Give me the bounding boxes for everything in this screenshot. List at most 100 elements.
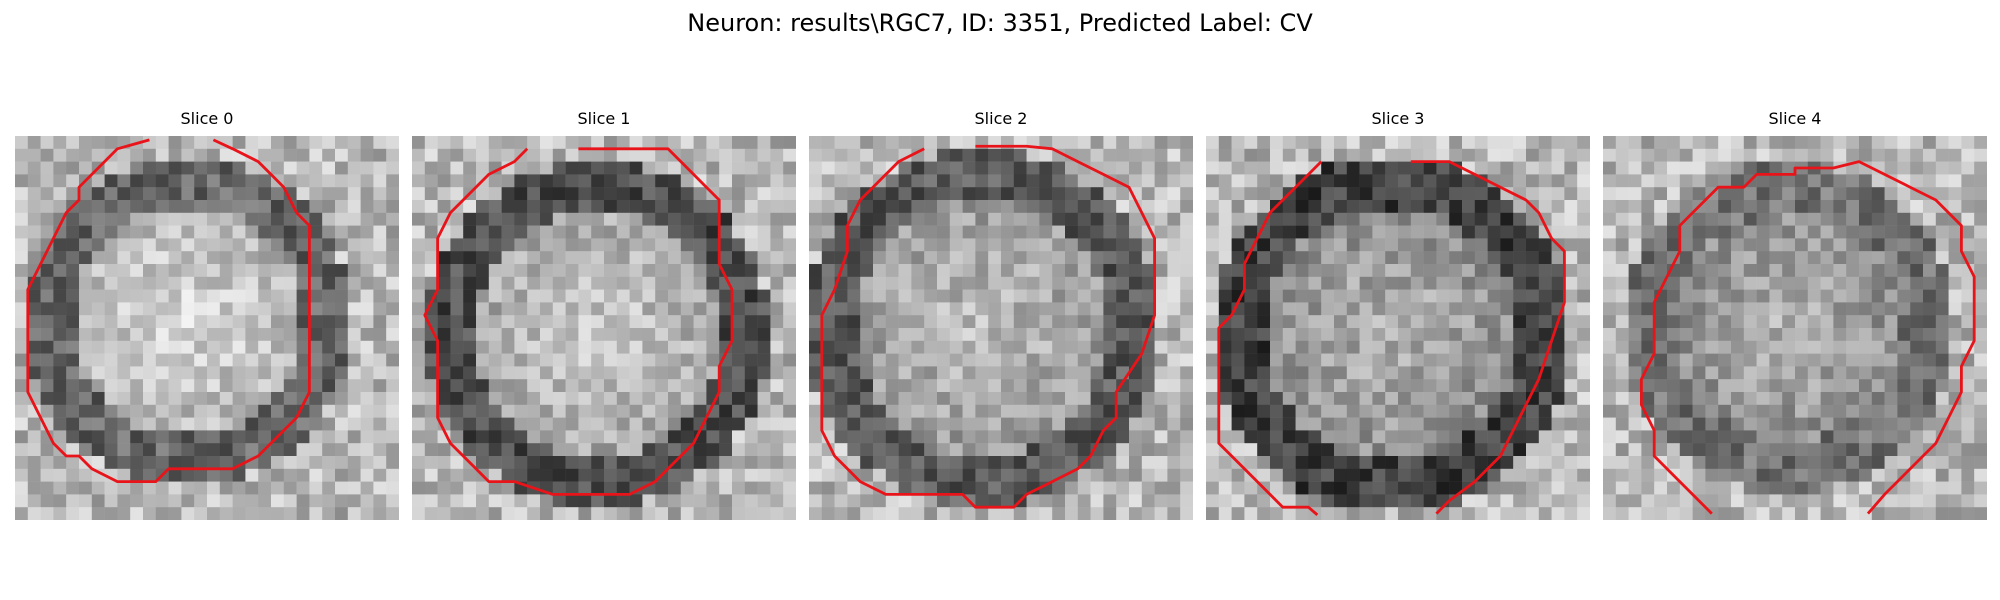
image-pixel (27, 340, 41, 354)
image-pixel (1948, 328, 1962, 342)
image-pixel (1462, 289, 1476, 303)
image-pixel (1654, 404, 1668, 418)
image-pixel (1782, 481, 1796, 495)
image-pixel (1103, 251, 1117, 265)
image-pixel (719, 366, 733, 380)
image-pixel (1436, 225, 1450, 239)
image-pixel (732, 161, 746, 175)
image-pixel (1948, 379, 1962, 393)
image-pixel (1718, 212, 1732, 226)
image-pixel (1782, 494, 1796, 508)
image-pixel (1948, 468, 1962, 482)
image-pixel (245, 328, 259, 342)
image-pixel (1628, 212, 1642, 226)
image-pixel (988, 251, 1002, 265)
image-pixel (860, 161, 874, 175)
image-pixel (655, 328, 669, 342)
image-pixel (207, 481, 221, 495)
image-pixel (1129, 238, 1143, 252)
image-pixel (988, 340, 1002, 354)
image-pixel (1820, 251, 1834, 265)
image-pixel (1462, 136, 1476, 150)
image-pixel (1052, 456, 1066, 470)
image-pixel (1935, 392, 1949, 406)
image-pixel (1526, 264, 1540, 278)
image-pixel (1551, 379, 1565, 393)
image-pixel (168, 392, 182, 406)
image-pixel (565, 225, 579, 239)
image-pixel (1013, 212, 1027, 226)
image-pixel (424, 353, 438, 367)
image-pixel (1807, 404, 1821, 418)
image-pixel (130, 340, 144, 354)
image-pixel (258, 187, 272, 201)
image-pixel (885, 507, 899, 520)
image-pixel (1667, 161, 1681, 175)
image-pixel (1052, 353, 1066, 367)
image-pixel (1116, 430, 1130, 444)
image-pixel (706, 264, 720, 278)
image-pixel (1782, 443, 1796, 457)
image-pixel (783, 417, 796, 431)
image-pixel (1756, 251, 1770, 265)
image-pixel (1884, 225, 1898, 239)
image-pixel (821, 404, 835, 418)
image-pixel (1052, 392, 1066, 406)
image-pixel (821, 481, 835, 495)
image-pixel (1257, 417, 1271, 431)
image-pixel (1001, 276, 1015, 290)
image-pixel (873, 507, 887, 520)
image-pixel (1410, 353, 1424, 367)
image-pixel (347, 366, 361, 380)
image-pixel (168, 174, 182, 188)
image-pixel (463, 251, 477, 265)
image-pixel (91, 264, 105, 278)
image-pixel (668, 238, 682, 252)
image-pixel (1103, 200, 1117, 214)
image-pixel (1935, 456, 1949, 470)
image-pixel (40, 507, 54, 520)
image-pixel (1154, 187, 1168, 201)
image-pixel (719, 251, 733, 265)
image-pixel (53, 200, 67, 214)
image-pixel (885, 238, 899, 252)
image-pixel (1077, 417, 1091, 431)
image-pixel (1538, 264, 1552, 278)
image-pixel (207, 353, 221, 367)
image-pixel (1385, 417, 1399, 431)
image-pixel (680, 379, 694, 393)
image-pixel (1359, 494, 1373, 508)
image-pixel (1270, 430, 1284, 444)
image-pixel (770, 302, 784, 316)
image-pixel (1603, 340, 1617, 354)
image-pixel (335, 315, 349, 329)
image-pixel (1141, 264, 1155, 278)
image-pixel (104, 225, 118, 239)
image-pixel (424, 264, 438, 278)
image-pixel (360, 289, 374, 303)
image-pixel (668, 392, 682, 406)
image-pixel (1218, 494, 1232, 508)
image-pixel (988, 315, 1002, 329)
image-pixel (1013, 161, 1027, 175)
image-pixel (1244, 264, 1258, 278)
image-pixel (693, 379, 707, 393)
image-pixel (693, 340, 707, 354)
image-pixel (1270, 468, 1284, 482)
image-pixel (514, 456, 528, 470)
image-pixel (1308, 251, 1322, 265)
image-pixel (898, 430, 912, 444)
image-pixel (860, 507, 874, 520)
image-pixel (258, 174, 272, 188)
image-pixel (898, 276, 912, 290)
image-pixel (1141, 136, 1155, 150)
image-pixel (975, 212, 989, 226)
image-pixel (1948, 456, 1962, 470)
image-pixel (1334, 328, 1348, 342)
image-pixel (412, 264, 426, 278)
image-pixel (1769, 392, 1783, 406)
image-pixel (53, 161, 67, 175)
image-pixel (1859, 289, 1873, 303)
image-pixel (1398, 289, 1412, 303)
image-pixel (629, 238, 643, 252)
